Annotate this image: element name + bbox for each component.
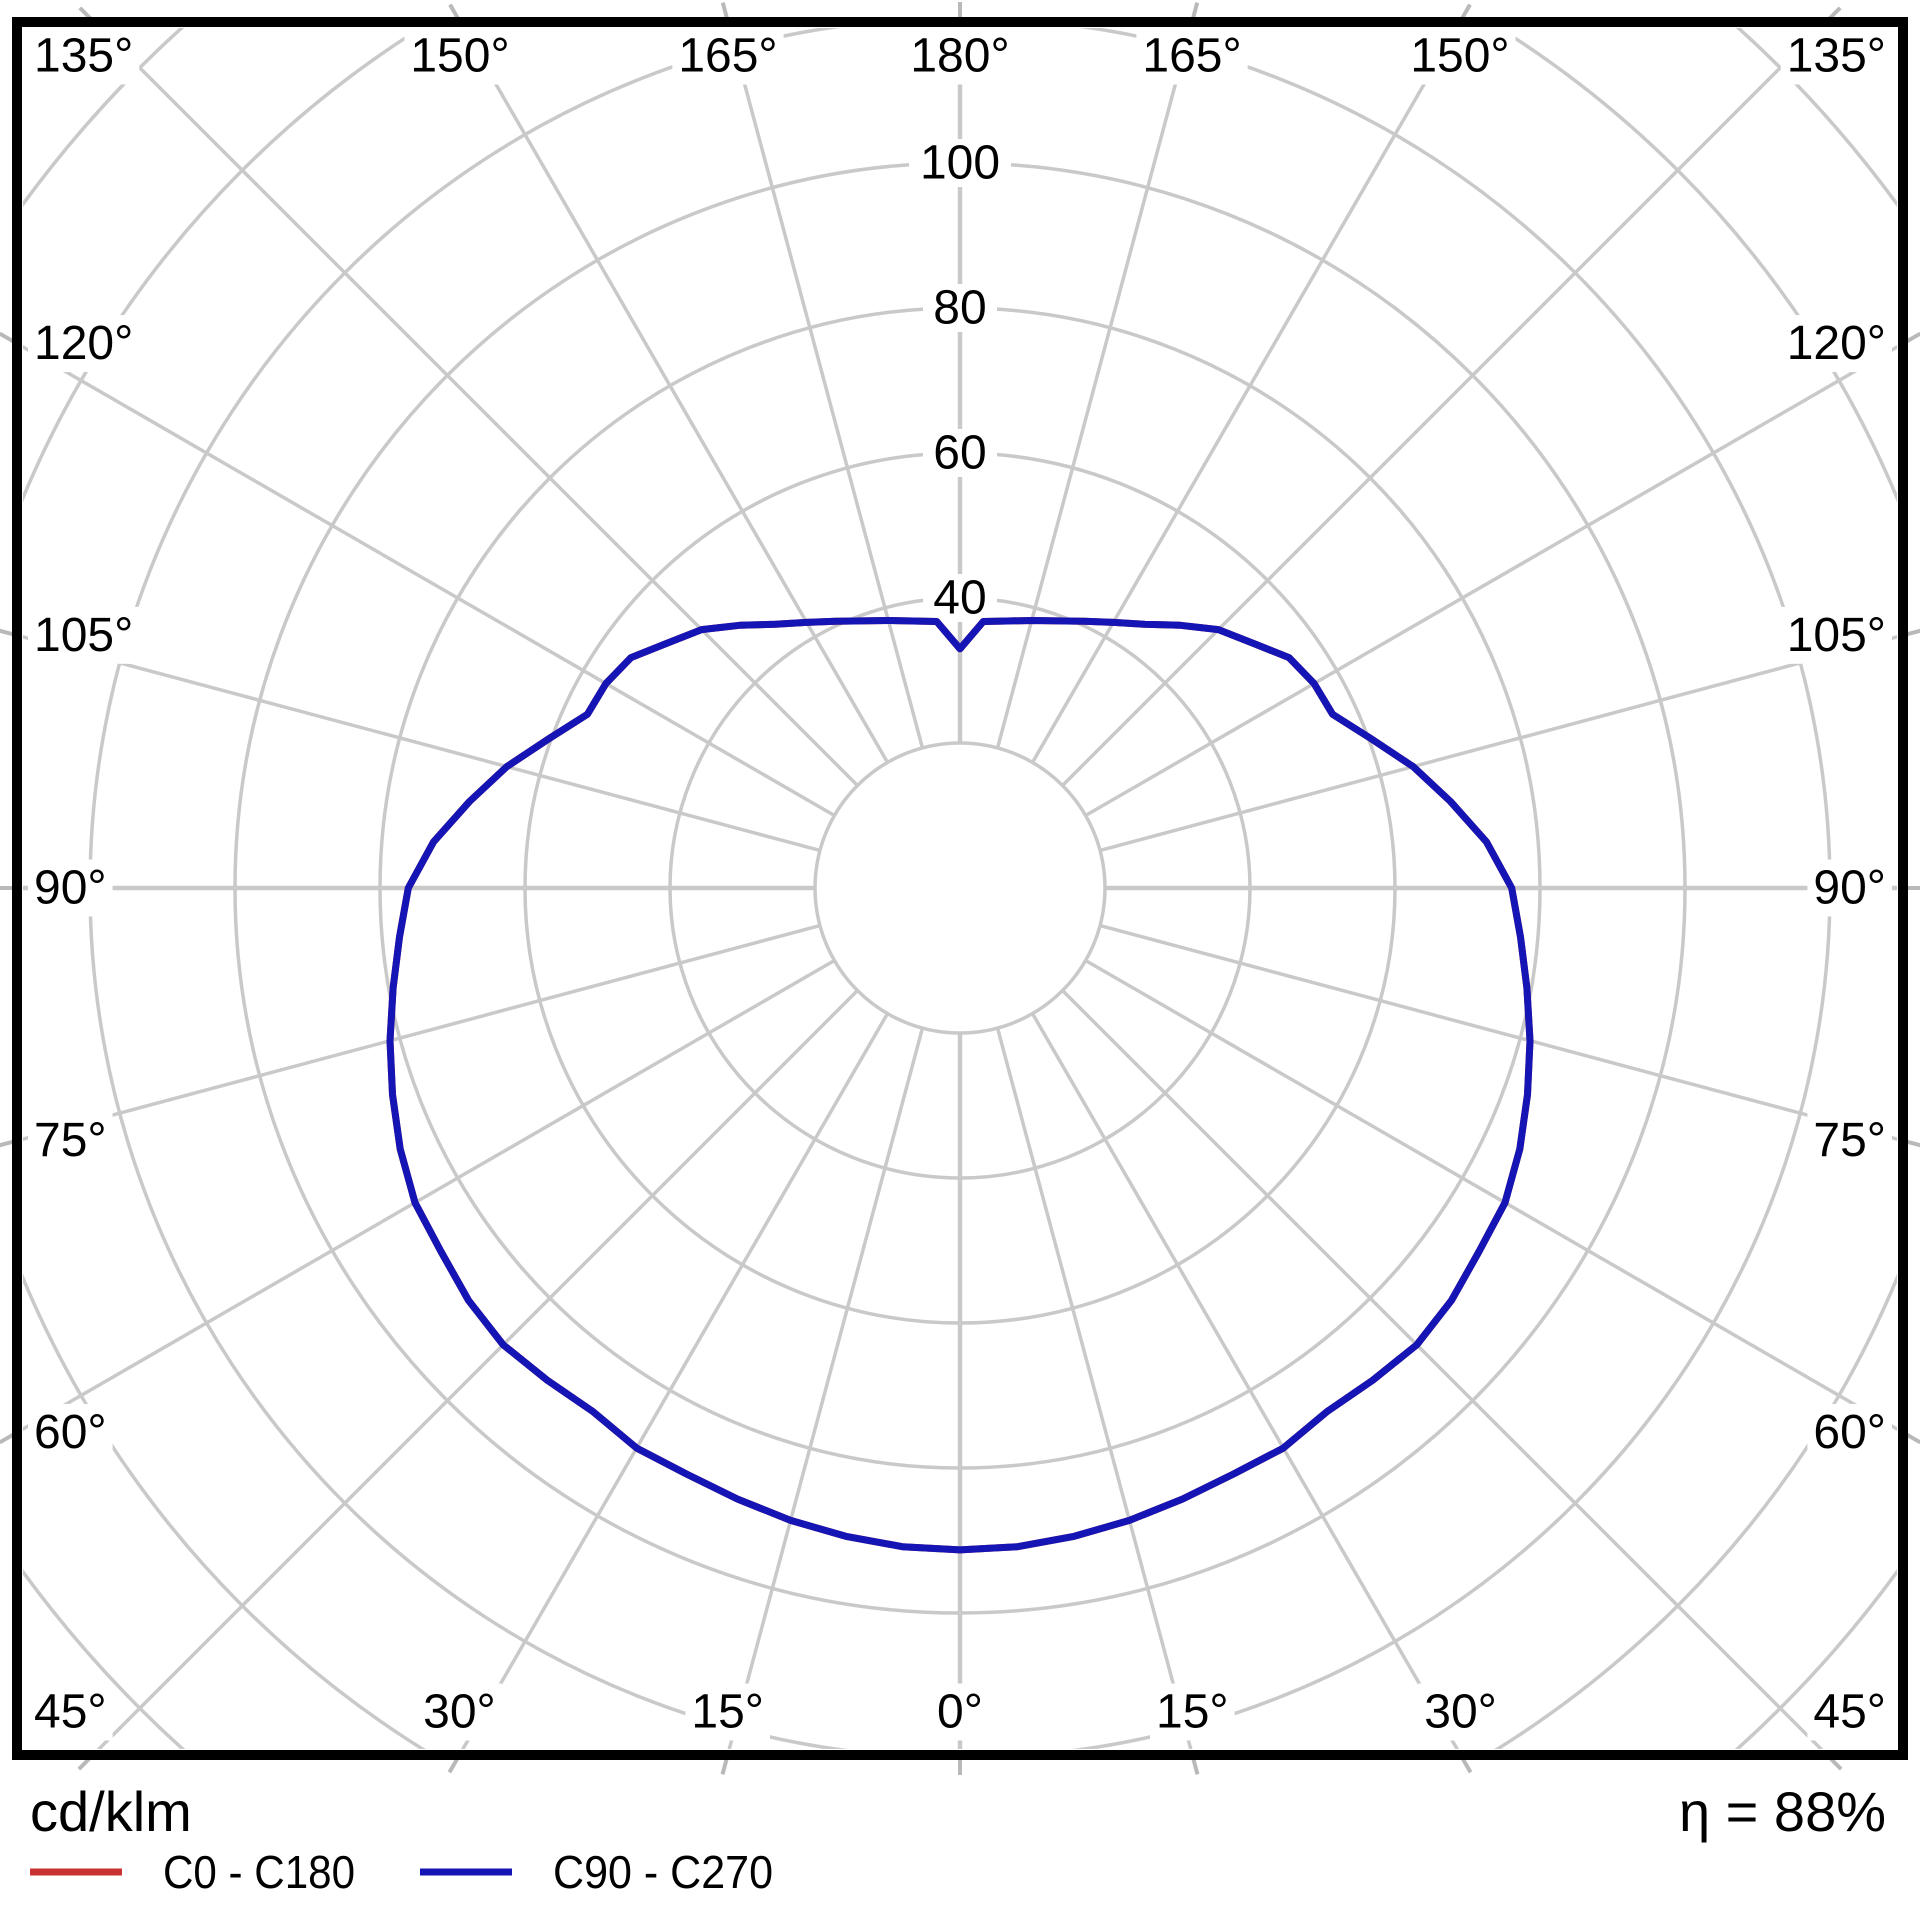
angle-label-0°: 0°	[937, 1686, 983, 1739]
ring-label-100: 100	[920, 137, 1000, 190]
radial-line-105deg	[1099, 635, 1897, 853]
radial-value-labels: 40 60 80 100	[909, 137, 1011, 625]
radial-line-285deg	[23, 923, 821, 1141]
angle-label-bg	[672, 27, 784, 85]
angle-label-150°: 150°	[410, 30, 509, 83]
angle-label-105°: 105°	[34, 609, 133, 662]
grid-ring-20	[813, 741, 1107, 1035]
radial-line-210deg	[461, 28, 890, 764]
angle-label-15°: 15°	[691, 1686, 764, 1739]
angle-label-120°: 120°	[1787, 317, 1886, 370]
angle-label-bg	[28, 315, 140, 373]
radial-line-30deg	[1030, 1012, 1460, 1749]
radial-line-60deg	[1084, 958, 1897, 1431]
angle-label-bg	[28, 1403, 113, 1461]
angle-label-bg	[1807, 1683, 1892, 1741]
legend-label-c90-c270: C90 - C270	[553, 1846, 773, 1898]
angle-label-bg	[904, 27, 1016, 85]
angle-label-135°: 135°	[1787, 30, 1886, 83]
angle-label-30°: 30°	[423, 1686, 496, 1739]
angle-label-bg	[1807, 1403, 1892, 1461]
angle-label-105°: 105°	[1787, 609, 1886, 662]
angle-label-45°: 45°	[34, 1686, 107, 1739]
ring-label-bg-60	[923, 429, 997, 477]
radial-line-300deg	[23, 958, 836, 1431]
radial-line-150deg	[1030, 28, 1459, 764]
angle-label-bg	[1418, 1683, 1503, 1741]
angle-label-bg	[1780, 27, 1892, 85]
radial-line-15deg	[995, 1027, 1193, 1749]
angle-label-15°: 15°	[1156, 1686, 1229, 1739]
ring-label-bg-100	[909, 139, 1011, 187]
angle-label-bg	[1404, 27, 1516, 85]
angle-label-bg	[1136, 27, 1248, 85]
radial-line-255deg	[23, 635, 821, 853]
radial-line-330deg	[460, 1012, 890, 1749]
radial-line-315deg	[96, 989, 859, 1749]
angle-label-bg	[404, 27, 516, 85]
radial-line-45deg	[1061, 989, 1824, 1749]
radial-line-165deg	[995, 28, 1193, 749]
ring-label-bg-40	[923, 574, 997, 622]
angle-label-90°: 90°	[1813, 862, 1886, 915]
angle-label-bg	[1150, 1683, 1235, 1741]
angle-label-bg	[417, 1683, 502, 1741]
radial-line-120deg	[1084, 345, 1897, 818]
radial-line-345deg	[727, 1027, 925, 1749]
ring-label-40: 40	[933, 572, 986, 625]
angle-label-60°: 60°	[1813, 1406, 1886, 1459]
unit-label: cd/klm	[30, 1780, 192, 1843]
angle-label-bg	[1780, 315, 1892, 373]
angle-label-75°: 75°	[1813, 1114, 1886, 1167]
angle-label-90°: 90°	[34, 862, 107, 915]
angle-label-30°: 30°	[1424, 1686, 1497, 1739]
radial-line-135deg	[1061, 28, 1823, 787]
angle-label-45°: 45°	[1813, 1686, 1886, 1739]
efficiency-label: η = 88%	[1679, 1780, 1886, 1843]
curve-c90-c270	[386, 617, 1534, 1554]
angle-label-bg	[931, 1683, 989, 1741]
radial-line-240deg	[23, 345, 836, 818]
angle-label-120°: 120°	[34, 317, 133, 370]
legend-area: cd/klm η = 88% C0 - C180 C90 - C270	[30, 1780, 1886, 1898]
angle-label-180°: 180°	[910, 30, 1009, 83]
ring-label-80: 80	[933, 282, 986, 335]
radial-line-75deg	[1099, 923, 1897, 1141]
angle-label-60°: 60°	[34, 1406, 107, 1459]
angle-label-165°: 165°	[678, 30, 777, 83]
angle-label-bg	[685, 1683, 770, 1741]
angle-label-bg	[1807, 1112, 1892, 1170]
angle-label-bg	[28, 1112, 113, 1170]
plot-frame	[12, 17, 1908, 1760]
angle-label-bg	[1807, 859, 1892, 917]
intensity-curves	[386, 617, 1534, 1554]
legend-label-c0-c180: C0 - C180	[163, 1846, 355, 1898]
angle-label-bg	[28, 27, 140, 85]
radial-line-195deg	[727, 28, 925, 749]
angle-label-bg	[28, 1683, 113, 1741]
angle-label-135°: 135°	[34, 30, 133, 83]
angle-label-165°: 165°	[1142, 30, 1241, 83]
angle-label-bg	[28, 606, 140, 664]
angle-label-75°: 75°	[34, 1114, 107, 1167]
angle-labels: 0° 15° 15° 30° 30° 45° 45° 60° 60° 75° 75° 90° 90° 10…	[28, 27, 1892, 1741]
angle-label-150°: 150°	[1410, 30, 1509, 83]
angle-label-bg	[1780, 606, 1892, 664]
ring-label-60: 60	[933, 427, 986, 480]
angle-label-bg	[28, 859, 113, 917]
ring-label-bg-80	[923, 284, 997, 332]
radial-line-225deg	[97, 28, 859, 787]
